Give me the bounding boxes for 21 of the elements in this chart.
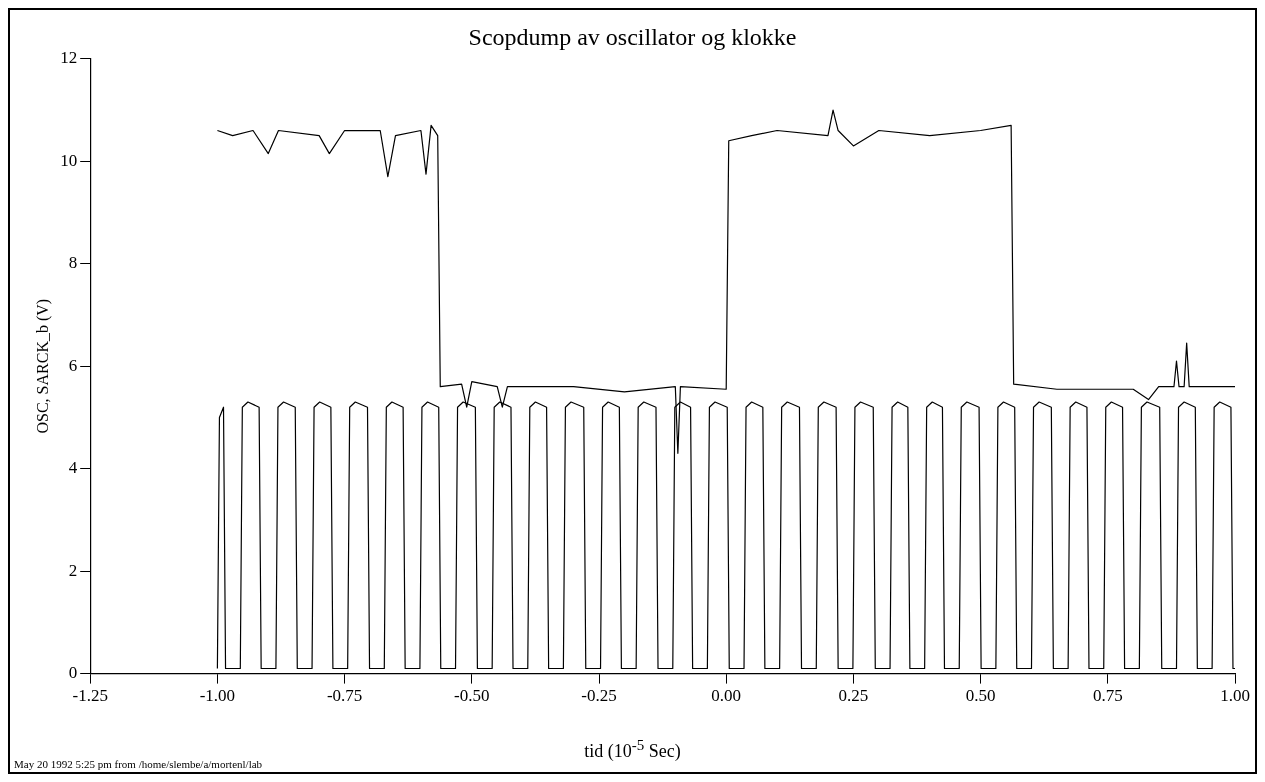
y-axis-title: OSC, SARCK_b (V) xyxy=(33,298,52,434)
x-tick-label: -1.00 xyxy=(199,686,236,706)
text: May 20 1992 5:25 pm from /home/slembe/a/mortenl/lab xyxy=(14,758,263,770)
x-tick-label: -0.25 xyxy=(581,686,617,706)
chart-title: Scopdump av oscillator og klokke xyxy=(468,23,797,50)
x-tick-label: 0.00 xyxy=(711,686,742,706)
y-tick-label: 12 xyxy=(60,48,78,68)
x-tick-label: -0.50 xyxy=(454,686,490,706)
x-axis-title: tid (10$^{-5}$ Sec) xyxy=(584,737,681,761)
y-tick-label: 2 xyxy=(68,560,78,580)
y-tick-label: 4 xyxy=(68,458,78,478)
x-tick-label: 1.00 xyxy=(1220,686,1250,706)
x-tick-label: 0.50 xyxy=(965,686,996,706)
x-tick-label: -1.25 xyxy=(72,686,108,706)
x-tick-label: -0.75 xyxy=(326,686,363,706)
y-tick-label: 6 xyxy=(68,355,78,375)
x-tick-label: 0.75 xyxy=(1092,686,1123,706)
y-tick-label: 8 xyxy=(68,253,78,273)
x-tick-label: 0.25 xyxy=(838,686,869,706)
y-tick-label: 10 xyxy=(60,150,78,170)
y-tick-label: 0 xyxy=(68,663,78,683)
